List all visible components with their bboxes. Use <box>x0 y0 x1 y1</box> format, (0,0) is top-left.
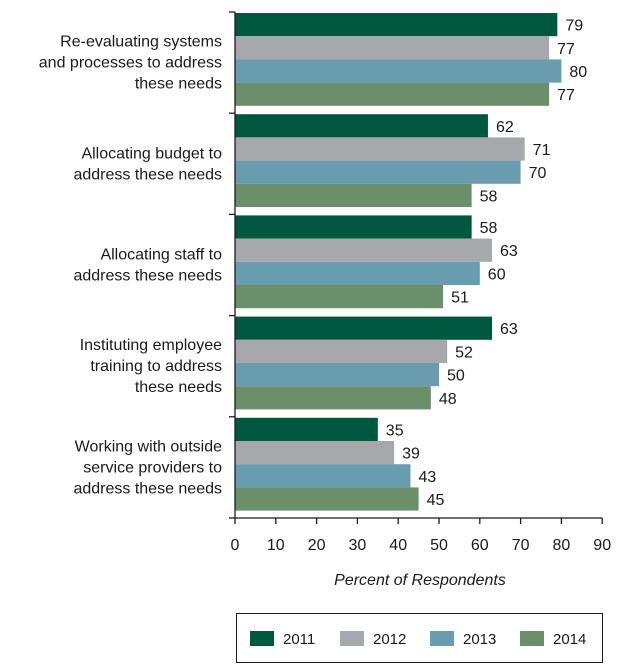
category-label-4-0: Working with outside <box>75 438 222 455</box>
category-label-1-0: Allocating budget to <box>81 145 222 162</box>
category-label-2-1: address these needs <box>73 268 222 285</box>
category-labels: Re-evaluating systems and processes to ad… <box>39 34 222 498</box>
value-label-2014-3: 48 <box>439 391 457 408</box>
category-label-0-0: Re-evaluating systems <box>60 34 222 51</box>
x-tick-label-80: 80 <box>553 537 571 554</box>
bar-2012-0 <box>235 36 550 60</box>
category-label-1-1: address these needs <box>73 166 222 183</box>
x-axis: 0 10 20 30 40 50 60 70 80 90 <box>229 11 611 554</box>
legend-swatch-2011 <box>250 631 274 646</box>
value-label-2013-0: 80 <box>569 64 587 81</box>
value-label-2012-1: 71 <box>533 142 551 159</box>
category-label-3-1: training to address <box>90 358 222 375</box>
legend-label-2013: 2013 <box>463 631 496 648</box>
bar-2012-2 <box>235 238 493 262</box>
bar-2013-4 <box>235 464 411 488</box>
bar-2013-0 <box>235 59 562 83</box>
bar-2012-1 <box>235 137 525 161</box>
value-label-2012-4: 39 <box>402 446 420 463</box>
bar-2014-0 <box>235 82 550 106</box>
bar-2014-1 <box>235 183 472 207</box>
legend: 2011 2012 2013 2014 <box>236 613 603 663</box>
value-label-2014-2: 51 <box>451 290 469 307</box>
bar-2013-2 <box>235 261 480 285</box>
bar-2013-3 <box>235 363 439 387</box>
legend-swatch-2013 <box>430 631 454 646</box>
value-label-2014-1: 58 <box>480 188 498 205</box>
bar-2012-3 <box>235 339 448 363</box>
category-label-0-2: these needs <box>135 76 222 93</box>
value-label-2012-2: 63 <box>500 243 518 260</box>
value-label-2011-2: 58 <box>480 220 498 237</box>
legend-box <box>236 613 603 663</box>
bar-2014-2 <box>235 285 444 309</box>
category-label-2-0: Allocating staff to <box>100 247 222 264</box>
x-tick-label-90: 90 <box>593 537 611 554</box>
bar-2013-1 <box>235 160 521 184</box>
bar-2011-1 <box>235 114 488 138</box>
value-label-2011-1: 62 <box>496 119 514 136</box>
value-label-2013-4: 43 <box>418 469 436 486</box>
value-label-2011-0: 79 <box>565 18 583 35</box>
legend-label-2012: 2012 <box>373 631 406 648</box>
category-label-0-1: and processes to address <box>39 55 222 72</box>
bar-2011-2 <box>235 215 472 239</box>
value-label-2014-4: 45 <box>427 492 445 509</box>
category-label-4-2: address these needs <box>73 480 222 497</box>
x-axis-title: Percent of Respondents <box>334 572 506 589</box>
value-label-2013-1: 70 <box>529 165 547 182</box>
x-tick-label-30: 30 <box>349 537 367 554</box>
category-label-4-1: service providers to <box>83 459 222 476</box>
value-label-2011-3: 63 <box>500 321 518 338</box>
bar-2012-4 <box>235 441 395 465</box>
x-tick-label-50: 50 <box>430 537 448 554</box>
x-tick-label-60: 60 <box>471 537 489 554</box>
value-label-2012-3: 52 <box>455 344 473 361</box>
value-label-2011-4: 35 <box>386 422 404 439</box>
bar-2014-4 <box>235 487 419 511</box>
legend-label-2011: 2011 <box>283 631 315 648</box>
x-tick-label-20: 20 <box>308 537 326 554</box>
value-label-2013-3: 50 <box>447 368 465 385</box>
value-label-2013-2: 60 <box>488 266 506 283</box>
x-tick-label-10: 10 <box>267 537 285 554</box>
bar-2011-4 <box>235 417 378 441</box>
category-label-3-2: these needs <box>135 379 222 396</box>
value-label-2014-0: 77 <box>557 87 575 104</box>
bar-2011-0 <box>235 13 558 37</box>
bar-2011-3 <box>235 316 493 340</box>
x-tick-label-0: 0 <box>231 537 240 554</box>
legend-label-2014: 2014 <box>553 631 586 648</box>
value-label-2012-0: 77 <box>557 41 575 58</box>
legend-swatch-2014 <box>520 631 544 646</box>
category-label-3-0: Instituting employee <box>80 337 222 354</box>
legend-swatch-2012 <box>340 631 364 646</box>
x-tick-label-40: 40 <box>389 537 407 554</box>
bar-2014-3 <box>235 386 431 410</box>
x-tick-label-70: 70 <box>512 537 530 554</box>
